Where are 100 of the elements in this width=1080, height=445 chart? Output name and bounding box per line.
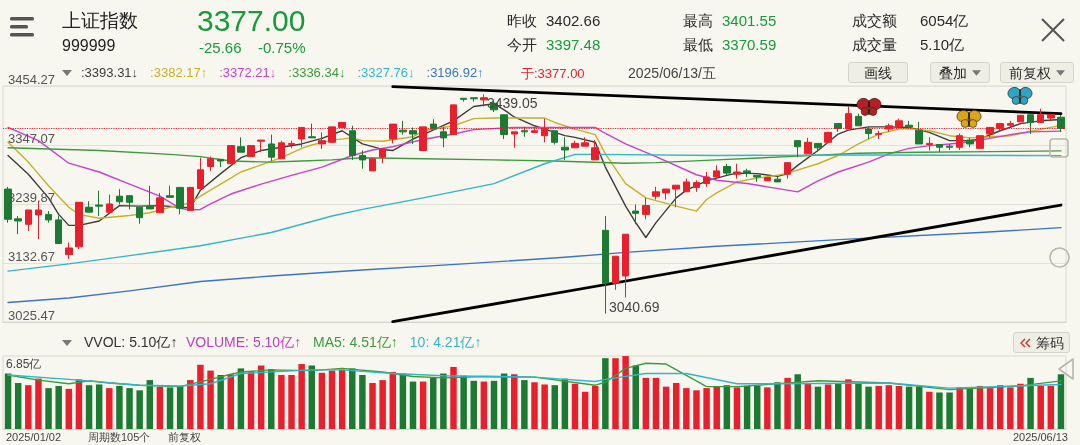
button: 筹码 [1013, 332, 1070, 353]
text: :3327.76↓ [357, 65, 415, 80]
text: 3401.55 [722, 12, 777, 29]
bar [693, 390, 700, 429]
bar [875, 385, 882, 429]
bar [723, 385, 731, 429]
bar [905, 386, 913, 429]
bar [602, 358, 609, 429]
bar [460, 375, 467, 429]
bar [116, 385, 123, 429]
bar [1057, 374, 1065, 429]
bar [349, 368, 356, 429]
text: VOLUME: 5.10亿↑ [186, 334, 302, 350]
bar [278, 374, 285, 429]
bar [622, 356, 629, 429]
bar [855, 383, 862, 429]
bar [126, 388, 133, 429]
bar [885, 385, 893, 429]
bar [612, 358, 619, 429]
bar [207, 370, 214, 429]
bar [581, 391, 589, 429]
bar [328, 370, 336, 429]
bar [268, 369, 275, 429]
bar [480, 381, 488, 429]
bar [490, 380, 498, 429]
bar [936, 392, 943, 429]
bar [4, 373, 12, 429]
bar [845, 379, 852, 429]
bar [915, 386, 923, 429]
bar [369, 383, 376, 429]
bar [784, 377, 791, 429]
bar [764, 387, 771, 429]
bar [541, 384, 548, 429]
text: :3196.92↑ [426, 65, 484, 80]
bar [359, 374, 366, 429]
bar [531, 382, 538, 429]
bar [743, 385, 751, 429]
chart-subtitle: 999999 [62, 37, 116, 55]
bar [926, 391, 933, 429]
bar [662, 386, 670, 429]
text: :3382.17↑ [150, 65, 208, 80]
text: 3402.66 [546, 12, 601, 29]
text: 周期数105个 [88, 431, 151, 444]
bar [956, 387, 963, 429]
annotation: 6.85亿 [6, 357, 42, 371]
bar [804, 383, 812, 429]
series-label: 10: 4.21亿↑ [409, 334, 482, 350]
bar [733, 387, 741, 429]
bar [419, 381, 427, 429]
bar [592, 385, 599, 429]
bar [1037, 385, 1044, 429]
text: 成交额 [852, 12, 897, 29]
button: 前复权 [1000, 62, 1074, 83]
text: :3336.34↓ [288, 65, 346, 80]
bar [14, 383, 22, 429]
bar [450, 366, 457, 429]
bar [197, 364, 204, 429]
bar [865, 386, 872, 429]
bar [106, 388, 113, 429]
bar [338, 369, 346, 429]
bar [895, 385, 903, 429]
bar [986, 388, 994, 429]
chart-title: 上证指数 [62, 10, 138, 31]
bar [45, 388, 52, 429]
bar [1017, 383, 1024, 429]
bar [176, 385, 184, 429]
series-label: MA5: 4.51亿↑ [313, 334, 398, 350]
bar [642, 377, 650, 429]
bar [966, 388, 974, 429]
bar [794, 374, 801, 429]
text: 成交量 [852, 36, 897, 53]
text: 2025/01/02 [6, 431, 62, 444]
bar [683, 388, 690, 429]
annotation: 3040.69 [609, 299, 660, 315]
text: VVOL: 5.10亿↑ [84, 334, 178, 350]
bar [672, 383, 680, 429]
bar [521, 380, 528, 429]
bar [774, 382, 781, 429]
annotation: 3439.05 [486, 95, 538, 112]
bar [571, 383, 579, 429]
text: 今开 [507, 36, 537, 53]
text: 2025/06/13/五 [628, 65, 716, 81]
bar [1027, 377, 1034, 429]
bar [1007, 387, 1014, 429]
text: 5.10亿 [920, 36, 965, 53]
bar [713, 385, 720, 429]
bar [652, 377, 660, 429]
text: :3393.31↓ [81, 65, 139, 80]
bar [500, 373, 508, 429]
y-tick-label: 3025.47 [8, 308, 55, 323]
bar [834, 383, 842, 429]
bar [288, 374, 295, 429]
bar [389, 372, 397, 429]
bar [166, 387, 174, 429]
text: -0.75% [258, 39, 306, 56]
bar [55, 385, 62, 429]
bar [146, 380, 154, 429]
text: 最高 [683, 12, 713, 29]
bar [1047, 385, 1055, 429]
bar [318, 372, 326, 429]
